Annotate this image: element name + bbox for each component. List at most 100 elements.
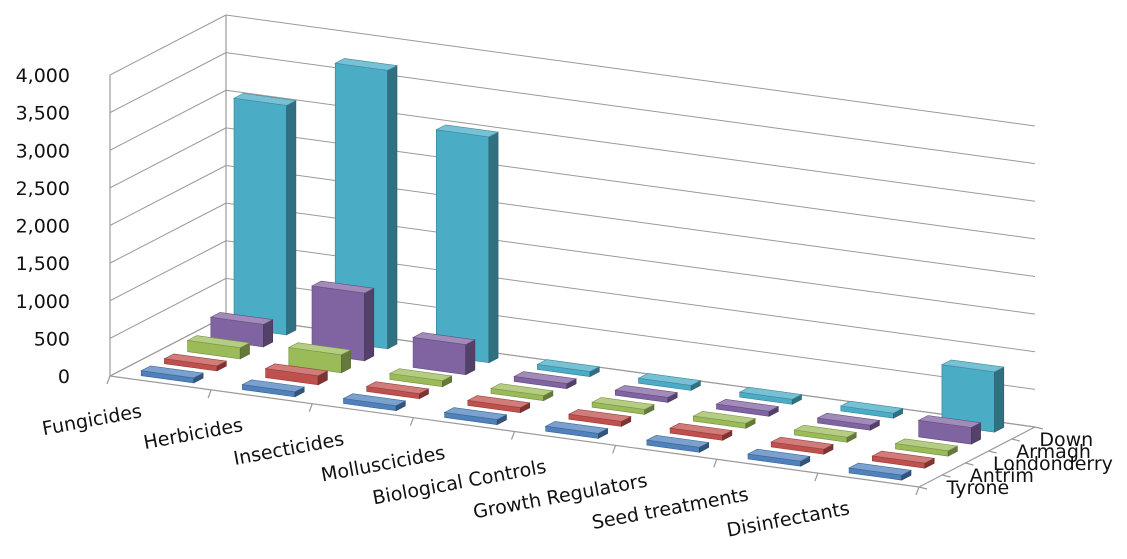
bar-top-face (567, 409, 632, 422)
bar-londonderry-7 (894, 438, 959, 457)
y-tick-label: 3,500 (16, 103, 70, 125)
y-tick-label: 2,000 (16, 216, 70, 238)
bar-antrim-6 (770, 436, 834, 455)
series-axis-line (918, 426, 1036, 488)
category-tick (713, 459, 718, 468)
bar-tyrone-7 (848, 462, 912, 481)
series-label: Armagh (1016, 441, 1091, 463)
bar-top-face (839, 400, 904, 414)
bar-armagh-5 (715, 398, 780, 417)
bar-tyrone-0 (140, 365, 205, 384)
bar-top-face (738, 386, 803, 400)
y-tick-label: 2,500 (16, 178, 70, 200)
bar-top-face (894, 438, 959, 452)
bar-tyrone-6 (747, 448, 811, 467)
category-tick (106, 375, 111, 385)
bar-antrim-1 (264, 363, 329, 386)
bar-top-face (287, 342, 352, 356)
bar-top-face (669, 422, 733, 436)
y-tick-label: 1,000 (16, 291, 70, 313)
bar-down-3 (536, 359, 601, 378)
bar-top-face (435, 124, 500, 138)
bar-top-face (816, 412, 881, 426)
bar-side-face (364, 287, 375, 362)
y-tick-label: 0 (58, 366, 70, 388)
category-label: Herbicides (142, 414, 245, 454)
bar-londonderry-4 (591, 397, 655, 415)
bar-antrim-3 (466, 395, 531, 414)
bar-top-face (241, 379, 306, 393)
y-tick-label: 1,500 (16, 253, 70, 275)
gridline-side (109, 165, 227, 226)
category-tick (409, 417, 414, 426)
bar-top-face (186, 335, 251, 349)
bar-side-face (994, 366, 1005, 433)
bar-armagh-3 (513, 371, 578, 390)
bar-top-face (715, 398, 780, 412)
category-tick (207, 389, 212, 399)
bar-side-face (286, 100, 297, 336)
bar-armagh-2 (412, 332, 476, 376)
y-tick-label: 3,000 (16, 140, 70, 162)
series-label: Down (1039, 429, 1093, 451)
bar-top-face (614, 385, 679, 398)
bar-tyrone-3 (443, 407, 508, 426)
bar-front-face (435, 129, 490, 364)
gridline-side (109, 202, 227, 264)
series-label: Antrim (970, 465, 1034, 487)
bar-top-face (747, 448, 811, 462)
bar-tyrone-1 (241, 379, 306, 398)
bar-tyrone-5 (645, 434, 710, 453)
y-tick-label: 500 (34, 328, 70, 350)
bar-armagh-4 (614, 385, 679, 403)
bar-tyrone-4 (544, 421, 609, 439)
bar-down-6 (839, 400, 904, 419)
series-tick (965, 462, 974, 466)
bar-top-face (490, 383, 554, 396)
bar-side-face (387, 65, 398, 350)
bar-londonderry-2 (388, 368, 453, 388)
bar-top-face (163, 353, 228, 367)
category-tick (915, 486, 920, 496)
bar-top-face (871, 450, 936, 464)
bar-side-face (488, 131, 499, 364)
bar-londonderry-0 (186, 335, 251, 360)
category-tick (612, 445, 617, 454)
bar-top-face (412, 332, 476, 345)
bar-top-face (536, 359, 601, 372)
bar-top-face (342, 393, 407, 407)
bar-londonderry-3 (490, 383, 554, 402)
bar-down-1 (334, 58, 398, 350)
bar-armagh-1 (311, 280, 375, 362)
bar-front-face (233, 97, 287, 336)
bar-top-face (311, 280, 375, 294)
bar-down-4 (637, 373, 702, 391)
bar-top-face (466, 395, 531, 408)
bar-down-7 (940, 359, 1005, 433)
bar-down-2 (435, 124, 500, 364)
bar-top-face (645, 434, 710, 448)
gridline-side (109, 240, 227, 302)
bar-tyrone-2 (342, 393, 407, 412)
series-tick (988, 450, 997, 454)
gridline-side (109, 89, 227, 151)
bar-top-face (940, 359, 1005, 373)
bar-top-face (334, 58, 398, 71)
bar-londonderry-5 (692, 410, 757, 429)
series-label: Londonderry (993, 453, 1113, 475)
bar-top-face (770, 436, 834, 450)
gridline-side (109, 52, 227, 114)
series-tick (1034, 426, 1044, 430)
bar-armagh-7 (917, 415, 982, 445)
bar-top-face (209, 312, 274, 325)
gridline-back (225, 14, 1036, 127)
bar-top-face (917, 415, 982, 428)
bar-top-face (544, 421, 609, 434)
bar-top-face (793, 424, 858, 438)
gridline-side (109, 14, 227, 76)
bar-top-face (140, 365, 205, 379)
bar-top-face (443, 407, 508, 420)
bar-top-face (848, 462, 912, 476)
